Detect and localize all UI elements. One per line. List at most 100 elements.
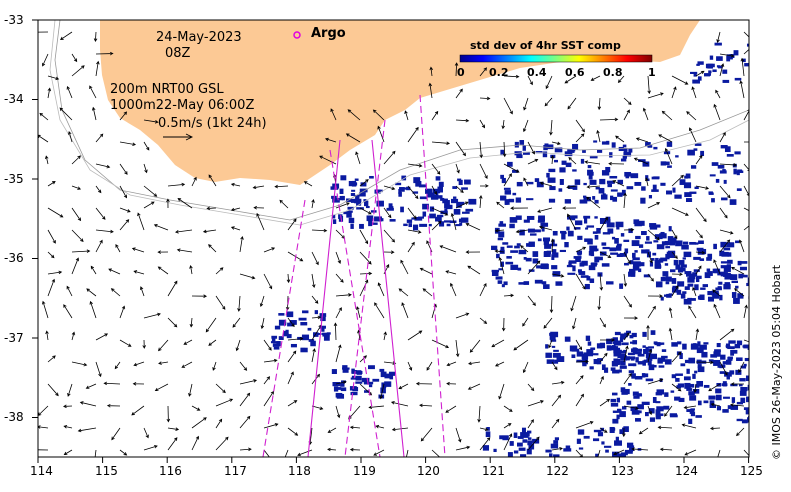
current-arrow <box>550 238 555 253</box>
current-arrow <box>719 63 725 77</box>
sst-pixel <box>623 356 629 360</box>
current-arrow <box>633 157 649 165</box>
sst-pixel <box>709 400 715 407</box>
sst-pixel <box>498 268 503 271</box>
current-arrow <box>375 424 385 429</box>
sst-pixel <box>549 243 558 247</box>
sst-pixel <box>703 384 710 388</box>
sst-pixel <box>682 257 686 260</box>
current-arrow <box>465 250 481 254</box>
y-tick-label: -37 <box>4 331 24 345</box>
current-arrow <box>303 181 313 187</box>
sst-pixel <box>674 194 682 199</box>
sst-pixel <box>736 170 744 173</box>
sst-pixel <box>321 326 325 332</box>
sst-pixel <box>705 63 713 69</box>
sst-pixel <box>707 253 713 260</box>
sst-pixel <box>516 181 523 187</box>
scale-arrow <box>163 133 194 141</box>
sst-pixel <box>606 222 615 228</box>
sst-pixel <box>634 222 642 227</box>
sst-pixel <box>670 269 676 273</box>
current-arrow <box>142 339 146 349</box>
current-arrow <box>263 273 273 290</box>
sst-pixel <box>609 152 613 158</box>
sst-pixel <box>440 210 448 215</box>
sst-pixel <box>406 219 413 223</box>
current-arrow <box>63 425 73 429</box>
sst-pixel <box>507 161 513 167</box>
sst-pixel <box>340 382 345 387</box>
y-tick-label: -33 <box>4 13 24 27</box>
current-arrow <box>287 400 298 407</box>
current-arrow <box>551 273 565 278</box>
y-tick-label: -36 <box>4 251 24 265</box>
current-arrow <box>681 423 697 429</box>
current-arrow <box>719 328 735 341</box>
sst-pixel <box>611 427 616 431</box>
current-arrow <box>566 185 577 189</box>
sst-pixel <box>519 140 525 145</box>
current-arrow <box>431 339 450 349</box>
current-arrow <box>455 185 464 194</box>
sst-pixel <box>675 264 681 270</box>
current-arrow <box>713 259 721 275</box>
current-arrow <box>498 256 505 275</box>
current-arrow <box>709 426 721 431</box>
sst-pixel <box>543 237 549 241</box>
sst-pixel <box>274 325 281 330</box>
sst-pixel <box>645 411 649 417</box>
current-arrow <box>695 229 703 239</box>
current-arrow <box>647 229 660 241</box>
sst-pixel <box>722 69 728 74</box>
sst-pixel <box>680 293 686 299</box>
sst-pixel <box>576 250 583 255</box>
sst-pixel <box>532 258 539 264</box>
sst-pixel <box>632 363 637 367</box>
sst-pixel <box>300 347 308 353</box>
current-arrow <box>455 312 470 319</box>
current-arrow <box>503 423 512 429</box>
current-arrow <box>71 257 80 275</box>
current-arrow <box>47 181 56 187</box>
sst-pixel <box>682 267 686 272</box>
sst-pixel <box>656 244 665 250</box>
sst-pixel <box>698 240 704 244</box>
current-arrow <box>455 88 463 99</box>
sst-pixel <box>528 269 535 272</box>
sst-pixel <box>651 189 659 192</box>
sst-pixel <box>572 185 578 190</box>
sst-pixel <box>659 233 667 239</box>
current-arrow <box>415 381 433 386</box>
sst-pixel <box>702 284 709 288</box>
current-arrow <box>467 265 481 275</box>
current-arrow <box>355 151 361 165</box>
sst-pixel <box>425 188 433 194</box>
current-arrow <box>335 202 350 209</box>
current-arrow <box>613 449 625 456</box>
current-arrow <box>286 273 291 284</box>
sst-pixel <box>740 365 747 369</box>
sst-pixel <box>622 155 627 159</box>
x-tick-label: 124 <box>675 464 698 478</box>
sst-pixel <box>727 259 733 264</box>
sst-pixel <box>740 261 748 264</box>
sst-pixel <box>654 342 662 346</box>
current-arrow <box>89 85 97 99</box>
sst-pixel <box>688 391 695 396</box>
sst-pixel <box>675 377 680 382</box>
sst-pixel <box>688 418 693 424</box>
sst-pixel <box>592 196 596 200</box>
current-arrow <box>623 109 630 121</box>
sst-pixel <box>709 404 717 408</box>
sst-pixel <box>719 170 727 174</box>
sst-pixel <box>332 214 336 219</box>
current-arrow <box>501 119 505 130</box>
y-tick-label: -35 <box>4 172 24 186</box>
sst-pixel <box>697 341 701 347</box>
sst-pixel <box>439 221 445 227</box>
sst-pixel <box>664 392 669 397</box>
sst-pixel <box>525 257 532 262</box>
current-arrow <box>167 427 180 431</box>
sst-pixel <box>618 369 622 373</box>
